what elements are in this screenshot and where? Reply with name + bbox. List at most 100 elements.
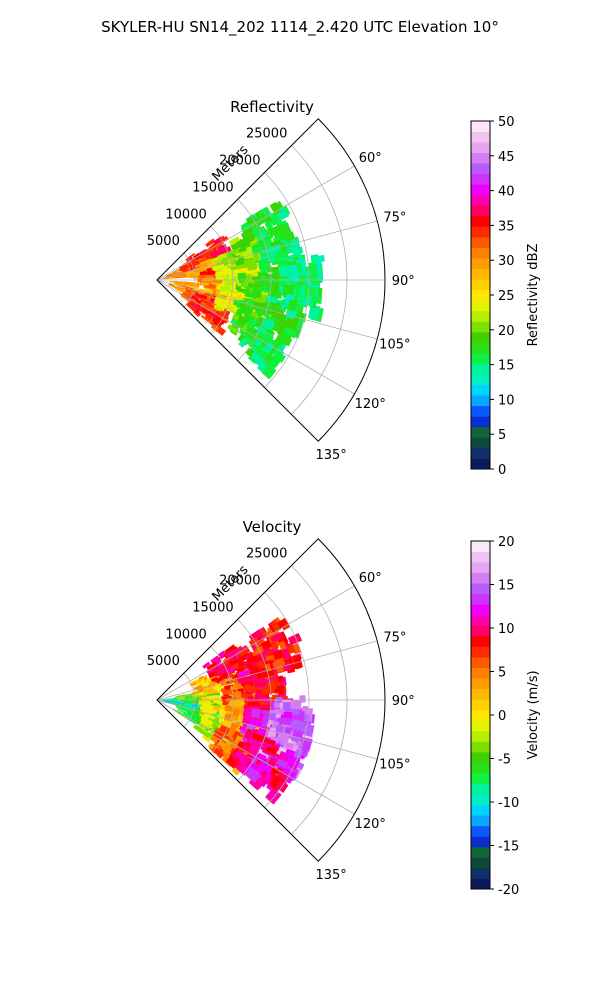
reflectivity-data-gate [243, 228, 253, 238]
reflectivity-data-gate [205, 288, 214, 293]
velocity-colorbar-segment [471, 857, 490, 869]
reflectivity-colorbar-segment [471, 300, 490, 312]
reflectivity-data-gate [242, 249, 254, 260]
velocity-data-gate [202, 687, 214, 693]
velocity-colorbar-segment [471, 720, 490, 732]
velocity-data-gate [200, 720, 213, 729]
reflectivity-data-gate [165, 273, 171, 277]
reflectivity-data-gate [311, 295, 323, 305]
velocity-colorbar-segment [471, 667, 490, 679]
reflectivity-data-gate [189, 302, 200, 311]
velocity-colorbar-tick-label: 0 [498, 709, 506, 724]
velocity-data-gate [192, 693, 199, 698]
reflectivity-data-gate [245, 347, 255, 357]
velocity-data-gate [233, 749, 247, 762]
reflectivity-colorbar-segment [471, 163, 490, 175]
azimuth-gridline-60 [156, 585, 355, 701]
velocity-colorbar-tick-label: -5 [498, 753, 511, 768]
reflectivity-data-gate [242, 282, 249, 287]
velocity-data-gate [303, 714, 310, 722]
reflectivity-data-gate [250, 351, 261, 362]
velocity-colorbar-segment [471, 815, 490, 827]
reflectivity-colorbar-segment [471, 321, 490, 333]
reflectivity-data-gate [204, 312, 213, 321]
velocity-data-gate [270, 619, 281, 631]
velocity-data-gate [244, 683, 251, 692]
velocity-data-gate [248, 636, 260, 646]
reflectivity-data-gate [185, 290, 197, 298]
velocity-colorbar-segment [471, 657, 490, 668]
reflectivity-data-gate [216, 312, 228, 321]
velocity-data-gate [222, 689, 234, 695]
velocity-data-gate [183, 712, 191, 718]
velocity-colorbar-segment [471, 572, 490, 584]
reflectivity-data-gate [190, 295, 199, 301]
velocity-colorbar-segment [471, 878, 490, 890]
azimuth-tick-label-120: 120° [355, 817, 386, 832]
reflectivity-colorbar-segment [471, 363, 490, 375]
velocity-data-gate [256, 761, 268, 774]
velocity-data-gate [245, 767, 261, 783]
velocity-data-gate [206, 661, 218, 671]
velocity-data-gate [210, 655, 221, 665]
reflectivity-colorbar-tick-label: 40 [498, 185, 515, 200]
reflectivity-data-gate [238, 337, 249, 348]
reflectivity-data-gate [191, 261, 198, 267]
reflectivity-data-gate [182, 291, 191, 298]
reflectivity-data-gate [310, 254, 319, 264]
velocity-data-gate [280, 711, 293, 719]
reflectivity-data-gate [269, 201, 282, 215]
velocity-data-gate [270, 631, 284, 643]
range-tick-label-15000: 15000 [192, 600, 233, 615]
velocity-data-gate [228, 727, 237, 734]
velocity-data-gate [187, 710, 199, 718]
velocity-data-gate [176, 702, 183, 705]
velocity-data-gate [203, 724, 211, 730]
reflectivity-data-gate [304, 287, 315, 297]
velocity-sector-frame [156, 538, 386, 862]
velocity-data-gate [238, 669, 250, 677]
reflectivity-colorbar-segment [471, 405, 490, 417]
reflectivity-data-gate [199, 294, 208, 300]
velocity-data-gate [191, 714, 200, 720]
velocity-data-gate [290, 708, 300, 716]
velocity-colorbar-segment [471, 604, 490, 616]
reflectivity-data-gate [283, 326, 298, 339]
reflectivity-colorbar-segment [471, 226, 490, 238]
velocity-data-gate [260, 639, 273, 651]
reflectivity-data-gate [308, 304, 321, 321]
reflectivity-colorbar-segment [471, 142, 490, 154]
velocity-data-gate [266, 681, 277, 691]
velocity-colorbar-tick-label: 5 [498, 666, 506, 681]
reflectivity-data-gate [299, 274, 306, 283]
reflectivity-data-gate [280, 335, 293, 347]
velocity-data-gate [236, 655, 246, 664]
reflectivity-colorbar-segment [471, 131, 490, 143]
reflectivity-title: Reflectivity [230, 98, 314, 116]
azimuth-tick-label-75: 75° [383, 210, 406, 225]
velocity-colorbar-segment [471, 836, 490, 848]
reflectivity-data-gate [205, 238, 216, 248]
reflectivity-data-field [161, 200, 325, 380]
velocity-data-gate [294, 720, 306, 733]
velocity-colorbar-segment [471, 846, 490, 858]
reflectivity-colorbar-segment [471, 342, 490, 354]
reflectivity-data-gate [250, 283, 260, 289]
reflectivity-data-gate [182, 268, 189, 273]
figure-title: SKYLER-HU SN14_202 1114_2.420 UTC Elevat… [101, 18, 499, 37]
reflectivity-data-gate [228, 236, 241, 246]
reflectivity-data-gate [257, 257, 271, 268]
velocity-data-gate [177, 708, 185, 714]
velocity-data-gate [162, 698, 170, 700]
reflectivity-data-gate [186, 256, 193, 262]
velocity-data-gate [210, 735, 219, 743]
velocity-colorbar-segment [471, 804, 490, 816]
reflectivity-colorbar-segment [471, 121, 490, 132]
reflectivity-data-gate [163, 277, 170, 280]
velocity-colorbar-segment [471, 783, 490, 795]
velocity-data-gate [191, 690, 201, 695]
velocity-data-gate [293, 748, 304, 760]
reflectivity-data-gate [238, 247, 247, 253]
velocity-data-gate [200, 709, 213, 716]
reflectivity-colorbar-tick-label: 45 [498, 150, 515, 165]
